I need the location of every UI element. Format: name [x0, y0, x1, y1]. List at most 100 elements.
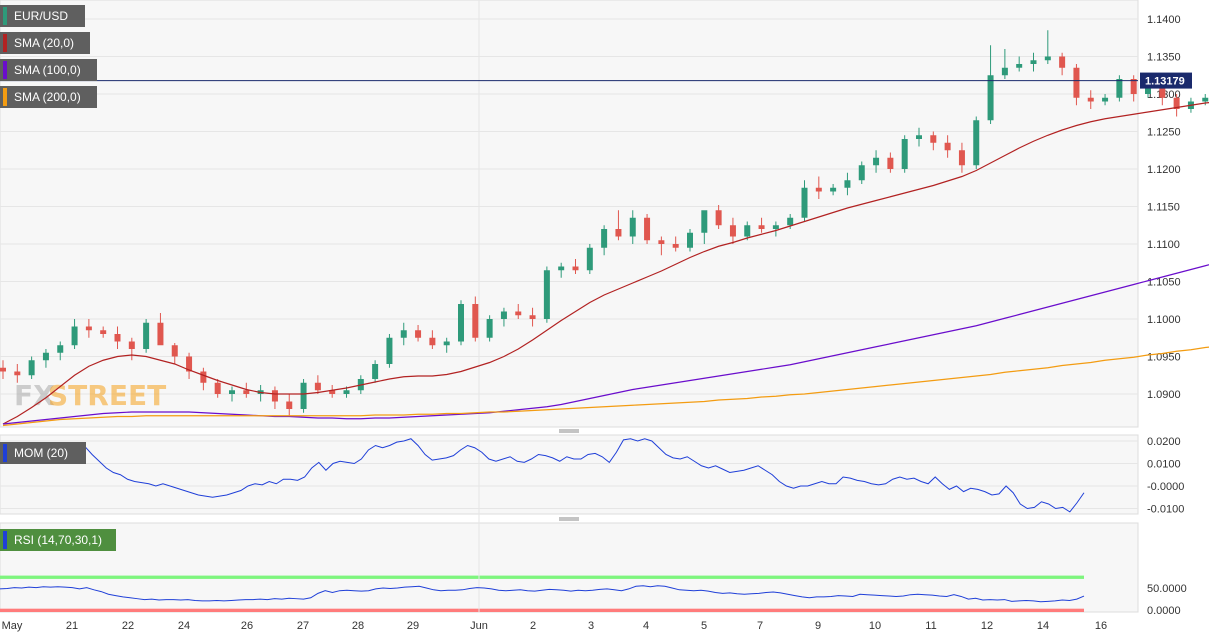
candle-body: [271, 390, 278, 402]
mom-tick-label: -0.0000: [1147, 481, 1184, 493]
candle-body: [14, 371, 21, 376]
rsi-panel: [0, 522, 1139, 613]
price-panel: [0, 0, 1139, 428]
x-tick-label: 26: [241, 620, 253, 632]
candle-body: [801, 187, 808, 218]
candle-body: [500, 311, 507, 319]
x-tick-label: 2: [530, 620, 536, 632]
x-tick-label: 12: [981, 620, 993, 632]
candle-body: [887, 157, 894, 169]
candle-body: [200, 371, 207, 383]
candle-body: [944, 142, 951, 151]
candle-body: [787, 217, 794, 226]
candle-body: [343, 390, 350, 394]
candle-body: [42, 352, 49, 361]
x-tick-label: 16: [1095, 620, 1107, 632]
candle-body: [214, 382, 221, 394]
x-tick-label: 14: [1037, 620, 1049, 632]
legend-rsi-swatch: [3, 531, 7, 549]
price-tick-label: 1.0900: [1147, 389, 1181, 401]
price-tick-label: 1.1200: [1147, 164, 1181, 176]
price-tick-label: 1.1100: [1147, 239, 1180, 251]
legend-sma200-label: SMA (200,0): [14, 90, 81, 104]
legend-sma100-swatch: [3, 61, 7, 79]
candle-body: [1059, 56, 1066, 68]
candle-body: [987, 75, 994, 121]
legend-mom: MOM (20): [0, 442, 86, 464]
candle-body: [229, 390, 235, 394]
candle-body: [143, 322, 150, 349]
candle-body: [873, 157, 880, 166]
x-tick-label: 5: [701, 620, 707, 632]
candle-body: [644, 217, 651, 241]
candle-body: [300, 382, 307, 409]
price-tick-label: 1.1000: [1147, 314, 1181, 326]
legend-sma20-swatch: [3, 34, 7, 52]
mom-panel: [0, 434, 1139, 515]
candle-body: [844, 180, 851, 188]
candle-body: [157, 322, 164, 346]
x-tick-label: Jun: [470, 620, 488, 632]
legend-eurusd-swatch: [3, 7, 7, 25]
candle-body: [1173, 97, 1180, 109]
candle-body: [1016, 64, 1023, 68]
candle-body: [1087, 97, 1094, 102]
x-tick-label: 3: [588, 620, 594, 632]
candle-body: [1102, 97, 1109, 102]
candle-body: [1001, 67, 1008, 76]
candle-body: [772, 225, 779, 229]
x-tick-label: 27: [297, 620, 309, 632]
candle-body: [458, 304, 464, 342]
candle-body: [830, 187, 837, 192]
candle-body: [729, 225, 736, 237]
candle-body: [443, 341, 450, 346]
candle-body: [916, 135, 922, 139]
candle-body: [57, 345, 64, 353]
legend-eurusd: EUR/USD: [0, 5, 85, 27]
mom-tick-label: 0.0200: [1147, 436, 1181, 448]
candle-body: [515, 311, 522, 316]
legend-rsi: RSI (14,70,30,1): [0, 529, 116, 551]
x-tick-label: 9: [815, 620, 821, 632]
candle-body: [85, 326, 92, 331]
current-price-badge: [1140, 72, 1192, 89]
legend-sma20: SMA (20,0): [0, 32, 90, 54]
candle-body: [314, 382, 321, 391]
x-tick-label: May: [2, 620, 23, 632]
legend-sma100-label: SMA (100,0): [14, 63, 81, 77]
candle-body: [100, 330, 107, 334]
candle-body: [114, 334, 121, 342]
legend-rsi-label: RSI (14,70,30,1): [14, 533, 103, 547]
rsi-line: [0, 585, 1085, 603]
candle-body: [0, 367, 6, 372]
candle-body: [286, 401, 293, 409]
candle-body: [687, 232, 693, 248]
candle-body: [930, 135, 937, 143]
x-tick-label: 11: [925, 620, 936, 632]
rsi-tick-label: 0.0000: [1147, 605, 1181, 617]
candle-body: [901, 139, 908, 169]
candle-body: [1159, 82, 1166, 98]
x-tick-label: 29: [407, 620, 419, 632]
candle-body: [429, 337, 436, 346]
watermark-street: STREET: [48, 379, 166, 412]
candle-body: [243, 390, 250, 394]
candle-body: [558, 266, 565, 271]
candle-body: [186, 356, 193, 372]
candle-body: [1130, 79, 1137, 94]
candle-body: [128, 341, 135, 349]
candle-body: [1073, 67, 1080, 98]
mom-tick-label: -0.0100: [1147, 504, 1184, 516]
x-tick-label: 28: [352, 620, 364, 632]
candle-body: [529, 315, 536, 319]
price-tick-label: 1.1400: [1147, 14, 1181, 26]
price-tick-label: 1.1150: [1147, 202, 1180, 214]
legend-eurusd-label: EUR/USD: [14, 9, 69, 23]
candle-body: [71, 326, 78, 346]
series-line-sma-200-0-: [2, 346, 1209, 427]
rsi-tick-label: 50.0000: [1147, 583, 1187, 595]
legend-sma20-label: SMA (20,0): [14, 36, 75, 50]
candle-body: [658, 240, 665, 244]
candle-body: [1030, 60, 1037, 64]
